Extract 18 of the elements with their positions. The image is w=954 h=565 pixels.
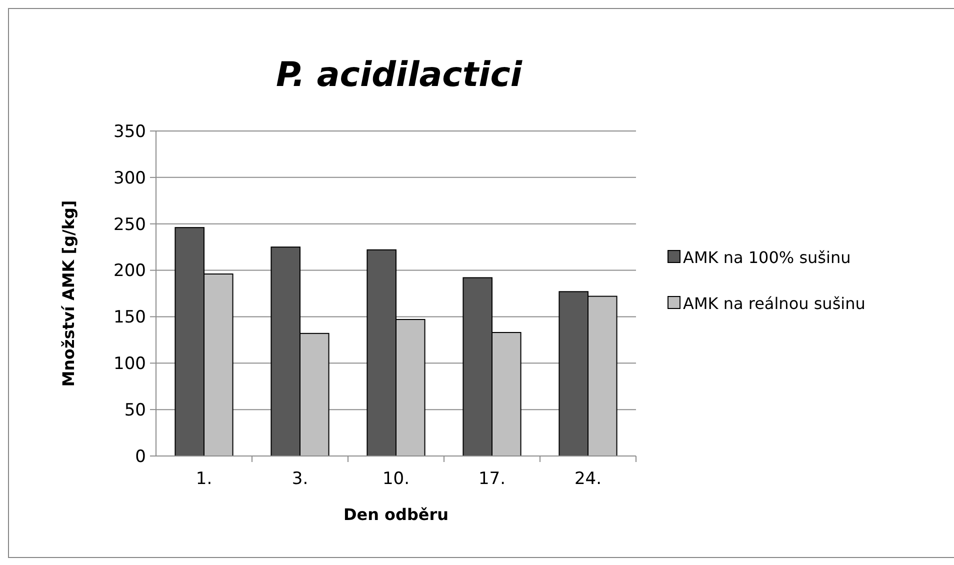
- y-axis-title: Množství AMK [g/kg]: [59, 200, 78, 387]
- x-tick-label: 3.: [292, 469, 308, 489]
- y-tick-label: 300: [114, 168, 146, 188]
- y-tick-label: 250: [114, 214, 146, 235]
- x-axis-title: Den odběru: [343, 505, 449, 524]
- y-tick-label: 200: [114, 261, 146, 282]
- y-tick-label: 100: [114, 354, 146, 374]
- y-tick-label: 0: [135, 446, 146, 467]
- y-tick-label: 50: [124, 400, 146, 421]
- y-tick-label: 150: [114, 308, 146, 328]
- x-tick-label: 1.: [196, 469, 212, 489]
- x-tick-label: 24.: [574, 469, 602, 489]
- x-tick-label: 10.: [382, 469, 410, 489]
- x-tick-label: 17.: [478, 469, 506, 489]
- legend-label: AMK na 100% sušinu: [683, 248, 851, 268]
- legend-label: AMK na reálnou sušinu: [683, 294, 866, 314]
- y-tick-label: 350: [114, 122, 146, 142]
- chart-title: P. acidilactici: [276, 55, 524, 95]
